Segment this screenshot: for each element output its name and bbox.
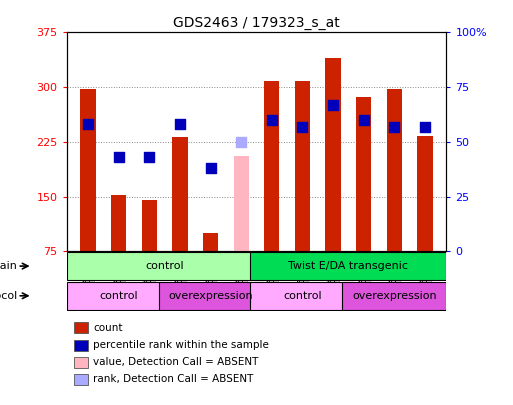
Bar: [417, 136, 432, 251]
Bar: [74, 357, 88, 368]
Text: GSM62943: GSM62943: [420, 254, 429, 303]
Bar: [67, 281, 171, 310]
Bar: [111, 195, 126, 251]
Text: control: control: [145, 261, 184, 271]
Text: overexpression: overexpression: [352, 291, 437, 301]
Text: control: control: [100, 291, 138, 301]
Text: GSM62937: GSM62937: [175, 254, 185, 303]
Text: GSM62944: GSM62944: [145, 254, 154, 303]
Text: GSM62938: GSM62938: [298, 254, 307, 303]
Bar: [172, 137, 188, 251]
Bar: [74, 374, 88, 385]
Text: GSM62934: GSM62934: [267, 254, 277, 303]
Point: [390, 123, 399, 130]
Bar: [81, 89, 96, 251]
Bar: [387, 89, 402, 251]
Point: [176, 121, 184, 128]
Bar: [74, 322, 88, 333]
Text: GSM62942: GSM62942: [328, 254, 338, 303]
Text: count: count: [93, 323, 123, 333]
Point: [360, 117, 368, 123]
Point: [268, 117, 276, 123]
Text: strain: strain: [0, 261, 17, 271]
Bar: [159, 281, 263, 310]
Bar: [356, 97, 371, 251]
Bar: [295, 81, 310, 251]
Text: Twist E/DA transgenic: Twist E/DA transgenic: [288, 261, 408, 271]
Text: percentile rank within the sample: percentile rank within the sample: [93, 340, 269, 350]
Text: GSM62939: GSM62939: [390, 254, 399, 303]
Point: [114, 154, 123, 160]
Bar: [74, 339, 88, 350]
Text: control: control: [283, 291, 322, 301]
Point: [237, 139, 245, 145]
Bar: [67, 252, 263, 280]
Text: GSM62935: GSM62935: [359, 254, 368, 303]
Bar: [142, 200, 157, 251]
Point: [84, 121, 92, 128]
Bar: [250, 281, 354, 310]
Text: rank, Detection Call = ABSENT: rank, Detection Call = ABSENT: [93, 374, 253, 384]
Text: value, Detection Call = ABSENT: value, Detection Call = ABSENT: [93, 357, 259, 367]
Text: GSM62945: GSM62945: [236, 254, 246, 303]
Bar: [264, 81, 280, 251]
Bar: [203, 233, 218, 251]
Bar: [342, 281, 446, 310]
Bar: [250, 252, 446, 280]
Text: GSM62940: GSM62940: [114, 254, 123, 303]
Point: [206, 165, 214, 171]
Text: overexpression: overexpression: [168, 291, 253, 301]
Bar: [233, 156, 249, 251]
Point: [145, 154, 153, 160]
Point: [421, 123, 429, 130]
Bar: [325, 58, 341, 251]
Point: [299, 123, 307, 130]
Point: [329, 101, 337, 108]
Title: GDS2463 / 179323_s_at: GDS2463 / 179323_s_at: [173, 16, 340, 30]
Text: GSM62936: GSM62936: [84, 254, 93, 303]
Text: GSM62941: GSM62941: [206, 254, 215, 303]
Text: protocol: protocol: [0, 291, 17, 301]
